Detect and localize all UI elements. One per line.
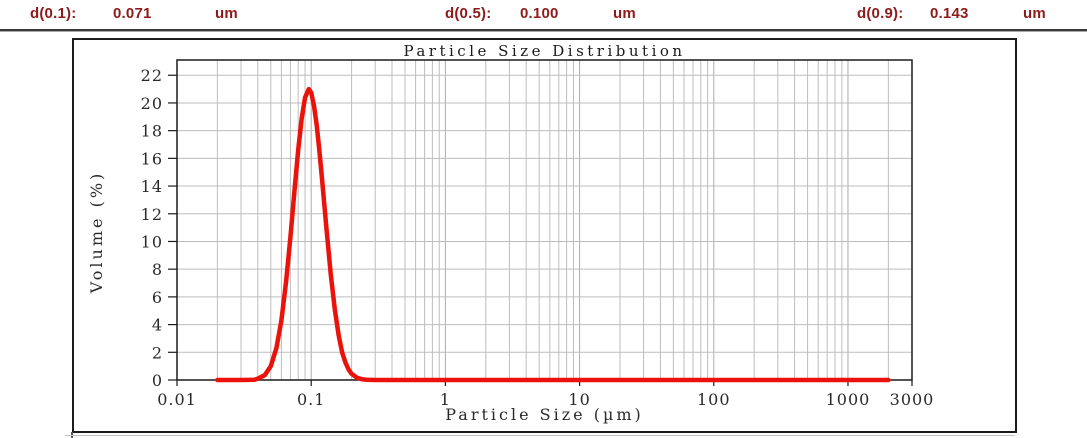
- d10-label: d(0.1):: [30, 5, 77, 22]
- y-tick-label: 10: [141, 232, 163, 251]
- distribution-curve: [215, 86, 891, 383]
- x-axis-label: Particle Size (µm): [445, 405, 644, 424]
- x-tick-label: 1000: [826, 390, 871, 409]
- d10-value: 0.071: [113, 5, 152, 22]
- d90-unit: um: [1023, 5, 1046, 22]
- d50-value: 0.100: [520, 5, 559, 22]
- x-tick-label: 10: [568, 390, 590, 409]
- y-tick-label: 16: [141, 149, 163, 168]
- next-section-top-border: [65, 435, 1015, 436]
- x-tick-label: 0.1: [297, 390, 325, 409]
- x-tick-label: 0.01: [157, 390, 197, 409]
- x-tick-label: 100: [697, 390, 731, 409]
- y-tick-label: 2: [152, 343, 163, 362]
- y-tick-label: 6: [152, 288, 163, 307]
- chart-title: Particle Size Distribution: [403, 42, 686, 60]
- y-tick-label: 14: [141, 177, 163, 196]
- y-tick-label: 8: [152, 260, 163, 279]
- d10-unit: um: [215, 5, 238, 22]
- d90-label: d(0.9):: [857, 5, 904, 22]
- x-tick-label: 3000: [890, 390, 935, 409]
- y-tick-label: 4: [152, 316, 163, 335]
- d50-unit: um: [613, 5, 636, 22]
- header-divider: [0, 29, 1087, 32]
- y-tick-label: 20: [141, 94, 163, 113]
- y-tick-label: 0: [152, 371, 163, 390]
- y-tick-label: 18: [141, 122, 163, 141]
- plot-frame: [176, 59, 913, 381]
- d90-value: 0.143: [930, 5, 969, 22]
- y-tick-label: 22: [141, 66, 163, 85]
- d50-label: d(0.5):: [445, 5, 492, 22]
- y-tick-label: 12: [141, 205, 163, 224]
- x-tick-label: 1: [440, 390, 451, 409]
- plot-area: 0 2 4 6 8 10 12 14 16 18 20 22 0.01 0.1 1 10 100 1000 3000: [141, 59, 935, 409]
